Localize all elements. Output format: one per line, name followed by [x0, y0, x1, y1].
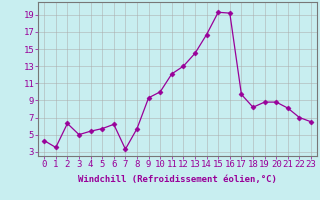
X-axis label: Windchill (Refroidissement éolien,°C): Windchill (Refroidissement éolien,°C) [78, 175, 277, 184]
